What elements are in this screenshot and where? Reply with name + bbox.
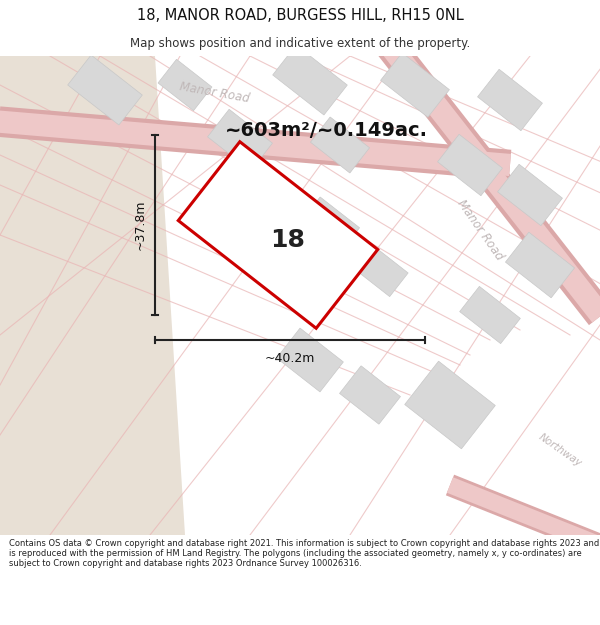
Polygon shape — [505, 232, 575, 298]
Polygon shape — [380, 52, 449, 118]
Polygon shape — [301, 197, 359, 253]
Text: Northway: Northway — [536, 431, 583, 469]
Polygon shape — [178, 142, 378, 328]
Text: Manor Road: Manor Road — [179, 81, 251, 106]
Polygon shape — [437, 134, 502, 196]
Text: Manor Road: Manor Road — [454, 198, 506, 262]
Polygon shape — [68, 55, 142, 125]
Polygon shape — [352, 243, 408, 297]
Polygon shape — [208, 109, 272, 171]
Text: ~37.8m: ~37.8m — [134, 200, 147, 250]
Polygon shape — [158, 59, 212, 111]
Polygon shape — [340, 366, 400, 424]
Polygon shape — [276, 222, 324, 268]
Text: ~40.2m: ~40.2m — [265, 352, 315, 365]
Text: Contains OS data © Crown copyright and database right 2021. This information is : Contains OS data © Crown copyright and d… — [9, 539, 599, 568]
Polygon shape — [478, 69, 542, 131]
Text: 18: 18 — [271, 228, 305, 252]
Polygon shape — [310, 117, 370, 173]
Polygon shape — [235, 171, 285, 219]
Polygon shape — [277, 328, 343, 392]
Polygon shape — [460, 286, 520, 344]
Polygon shape — [272, 45, 347, 115]
Text: 18, MANOR ROAD, BURGESS HILL, RH15 0NL: 18, MANOR ROAD, BURGESS HILL, RH15 0NL — [137, 8, 463, 23]
Text: Map shows position and indicative extent of the property.: Map shows position and indicative extent… — [130, 37, 470, 50]
Text: ~603m²/~0.149ac.: ~603m²/~0.149ac. — [225, 121, 428, 139]
Polygon shape — [405, 361, 495, 449]
Polygon shape — [0, 56, 185, 535]
Polygon shape — [497, 164, 562, 226]
